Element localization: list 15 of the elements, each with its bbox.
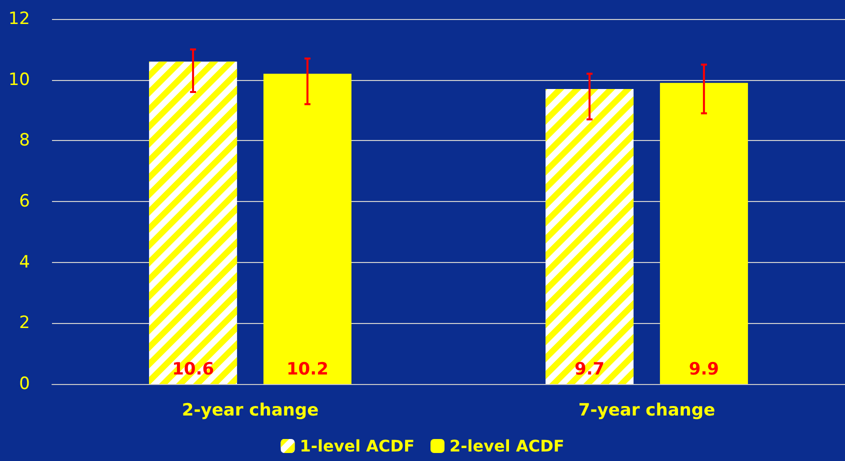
y-tick-label: 10 <box>8 70 30 90</box>
y-tick-label: 8 <box>19 130 30 151</box>
legend-label: 1-level ACDF <box>300 436 414 456</box>
data-label: 10.2 <box>286 360 328 380</box>
legend-label: 2-level ACDF <box>450 436 564 456</box>
y-tick-label: 6 <box>19 192 30 212</box>
data-label: 9.9 <box>688 360 720 380</box>
y-tick-label: 0 <box>19 374 30 394</box>
x-tick-label: 7-year change <box>578 400 716 420</box>
y-tick-label: 2 <box>19 313 30 334</box>
bar <box>263 74 352 384</box>
y-tick-label: 12 <box>8 9 30 29</box>
y-tick-label: 4 <box>19 252 30 272</box>
bar <box>660 82 748 384</box>
x-tick-label: 2-year change <box>182 400 319 420</box>
